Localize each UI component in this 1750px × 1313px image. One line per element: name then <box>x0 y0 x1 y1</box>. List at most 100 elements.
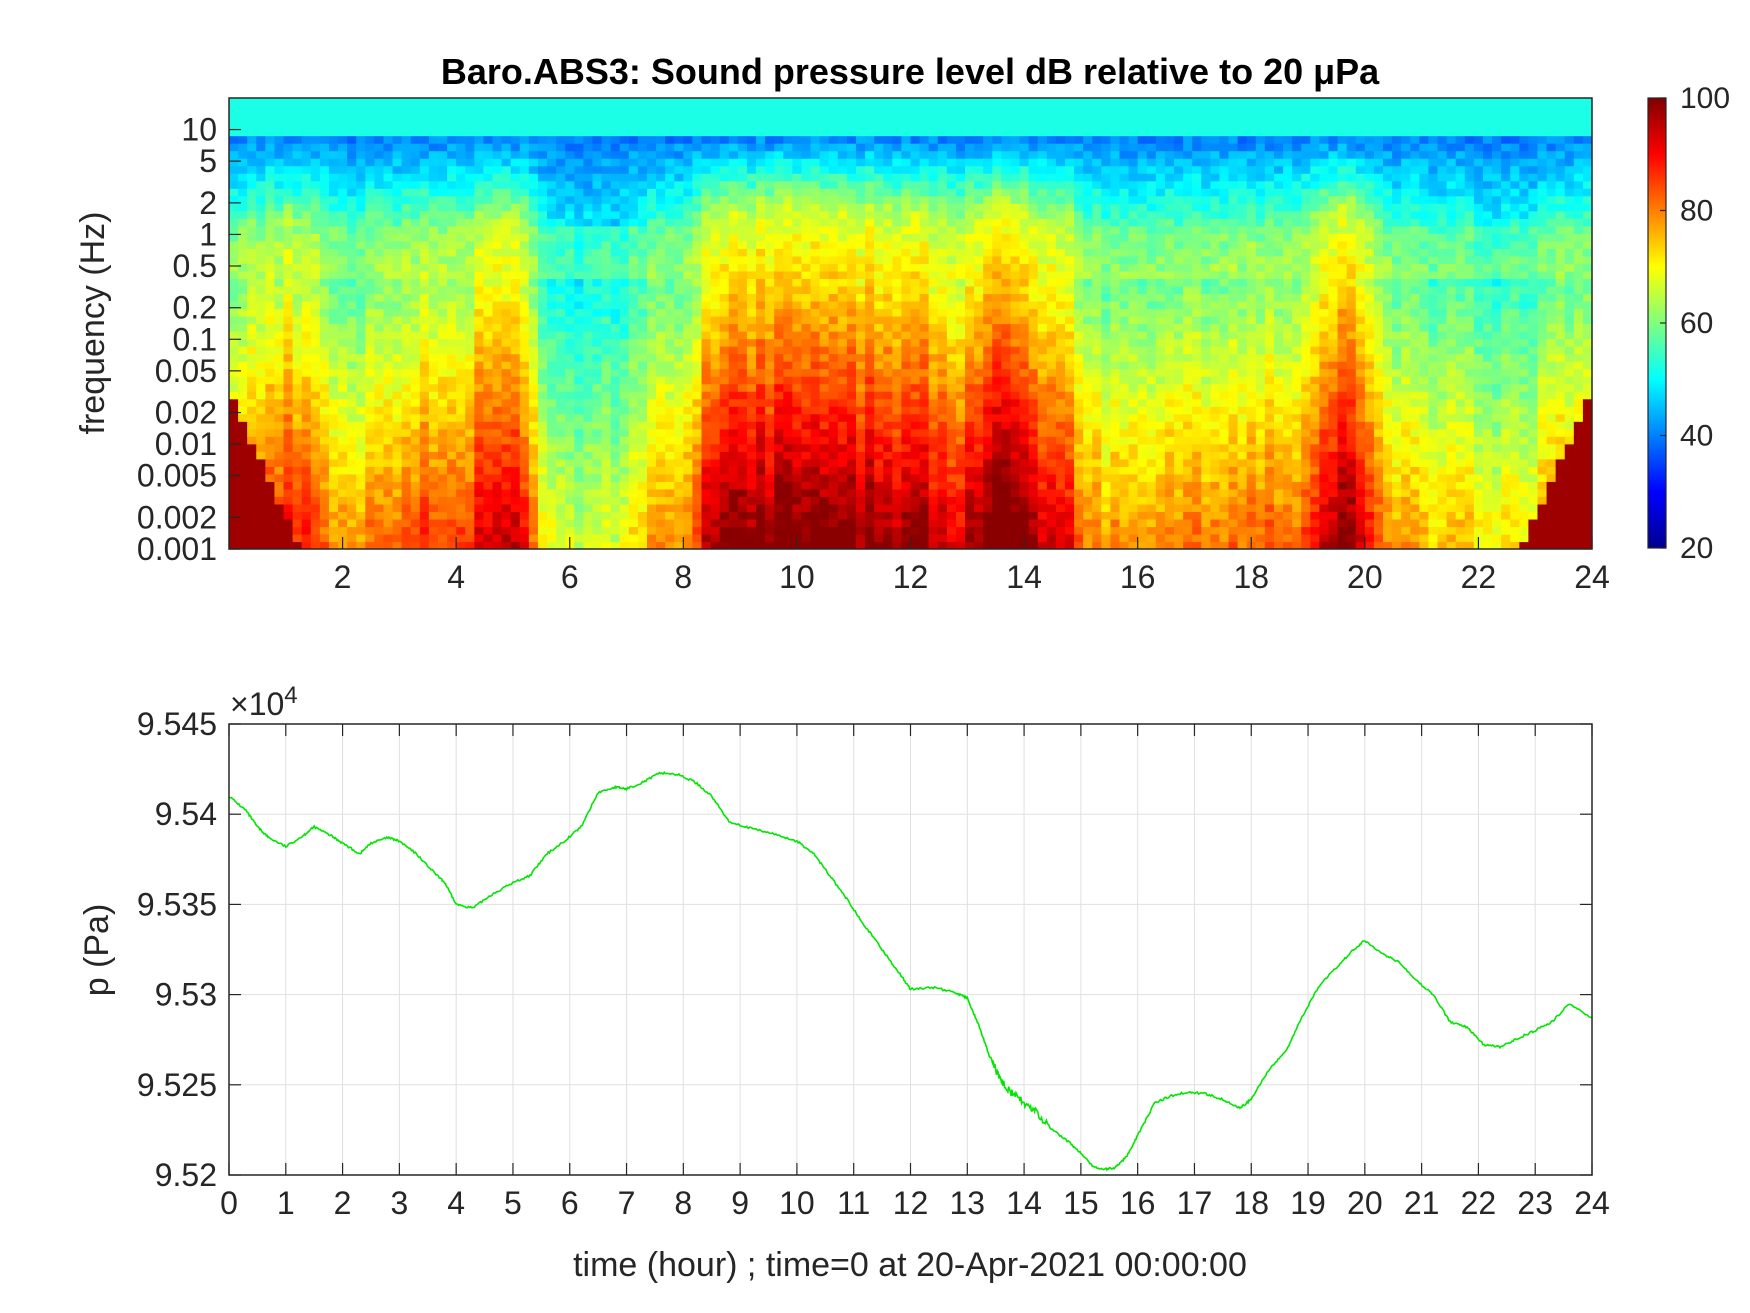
spectrogram-cell <box>855 503 866 513</box>
spectrogram-cell <box>537 188 548 197</box>
spectrogram-cell <box>556 143 566 152</box>
spectrogram-cell <box>719 120 730 129</box>
spectrogram-cell <box>674 526 684 535</box>
spectrogram-cell <box>610 428 621 437</box>
spectrogram-cell <box>265 240 276 249</box>
spectrogram-cell <box>656 541 666 549</box>
spectrogram-cell <box>610 503 621 513</box>
spectrogram-cell <box>301 458 312 467</box>
spectrogram-cell <box>592 451 603 460</box>
spectrogram-cell <box>383 293 394 302</box>
spectrogram-cell <box>556 413 566 422</box>
spectrogram-cell <box>229 398 239 407</box>
spectrogram-cell <box>701 488 712 497</box>
spectrogram-cell <box>547 315 557 325</box>
spectrogram-cell <box>919 473 930 482</box>
spectrogram-cell <box>701 421 712 430</box>
spectrogram-cell <box>674 383 684 392</box>
spectrogram-cell <box>874 195 884 204</box>
spectrogram-cell <box>855 331 866 340</box>
spectrogram-cell <box>883 120 893 129</box>
spectrogram-cell <box>728 165 739 174</box>
spectrogram-cell <box>365 105 375 114</box>
spectrogram-cell <box>883 443 893 452</box>
spectrogram-cell <box>374 210 385 219</box>
spectrogram-cell <box>710 481 721 490</box>
spectrogram-cell <box>428 353 439 362</box>
spectrogram-cell <box>428 248 439 257</box>
spectrogram-cell <box>674 376 684 385</box>
spectrogram-cell <box>374 158 385 167</box>
spectrogram-cell <box>619 120 630 129</box>
spectrogram-cell <box>483 233 494 242</box>
spectrogram-cell <box>556 428 566 437</box>
spectrogram-cell <box>665 270 675 279</box>
spectrogram-cell <box>837 533 848 543</box>
spectrogram-cell <box>274 451 285 460</box>
spectrogram-cell <box>574 503 584 513</box>
spectrogram-cell <box>510 120 521 129</box>
spectrogram-cell <box>256 218 266 227</box>
spectrogram-cell <box>537 158 548 167</box>
spectrogram-cell <box>937 308 948 317</box>
spectrogram-cell <box>865 406 875 415</box>
spectrogram-cell <box>310 128 321 137</box>
spectrogram-cell <box>946 150 957 159</box>
spectrogram-cell <box>674 315 684 325</box>
spectrogram-cell <box>646 308 657 317</box>
spectrogram-cell <box>683 248 694 257</box>
spectrogram-cell <box>310 533 321 543</box>
spectrogram-cell <box>765 233 775 242</box>
spectrogram-cell <box>437 188 448 197</box>
spectrogram-cell <box>883 270 893 279</box>
spectrogram-cell <box>737 203 748 212</box>
spectrogram-cell <box>692 406 703 415</box>
spectrogram-cell <box>392 188 403 197</box>
spectrogram-cell <box>665 398 675 407</box>
spectrogram-cell <box>519 300 530 310</box>
spectrogram-cell <box>646 331 657 340</box>
spectrogram-cell <box>828 195 839 204</box>
spectrogram-cell <box>537 263 548 272</box>
spectrogram-cell <box>783 263 793 272</box>
spectrogram-cell <box>592 376 603 385</box>
spectrogram-cell <box>574 240 584 249</box>
spectrogram-cell <box>610 135 621 144</box>
spectrogram-cell <box>256 98 266 107</box>
spectrogram-cell <box>583 361 594 370</box>
spectrogram-cell <box>510 255 521 264</box>
spectrogram-cell <box>792 466 803 475</box>
spectrogram-cell <box>965 98 975 107</box>
spectrogram-cell <box>356 466 366 475</box>
spectrogram-cell <box>765 488 775 497</box>
spectrogram-cell <box>474 240 485 249</box>
spectrogram-cell <box>801 195 812 204</box>
spectrogram-cell <box>356 436 366 445</box>
spectrogram-cell <box>319 255 330 264</box>
spectrogram-cell <box>301 263 312 272</box>
spectrogram-cell <box>519 248 530 257</box>
spectrogram-cell <box>901 391 912 400</box>
spectrogram-cell <box>310 105 321 114</box>
spectrogram-cell <box>765 173 775 182</box>
spectrogram-cell <box>919 173 930 182</box>
spectrogram-cell <box>692 165 703 174</box>
spectrogram-cell <box>419 488 430 497</box>
spectrogram-cell <box>374 233 385 242</box>
spectrogram-cell <box>692 331 703 340</box>
spectrogram-cell <box>319 518 330 528</box>
spectrogram-cell <box>692 353 703 362</box>
spectrogram-cell <box>874 173 884 182</box>
spectrogram-cell <box>801 511 812 520</box>
spectrogram-cell <box>683 383 694 392</box>
spectrogram-cell <box>528 503 539 513</box>
spectrogram-cell <box>283 331 294 340</box>
spectrogram-cell <box>774 436 784 445</box>
spectrogram-cell <box>556 285 566 295</box>
spectrogram-cell <box>310 443 321 452</box>
spectrogram-cell <box>919 263 930 272</box>
spectrogram-cell <box>356 278 366 287</box>
spectrogram-cell <box>483 346 494 355</box>
spectrogram-cell <box>474 308 485 317</box>
spectrogram-cell <box>846 451 857 460</box>
